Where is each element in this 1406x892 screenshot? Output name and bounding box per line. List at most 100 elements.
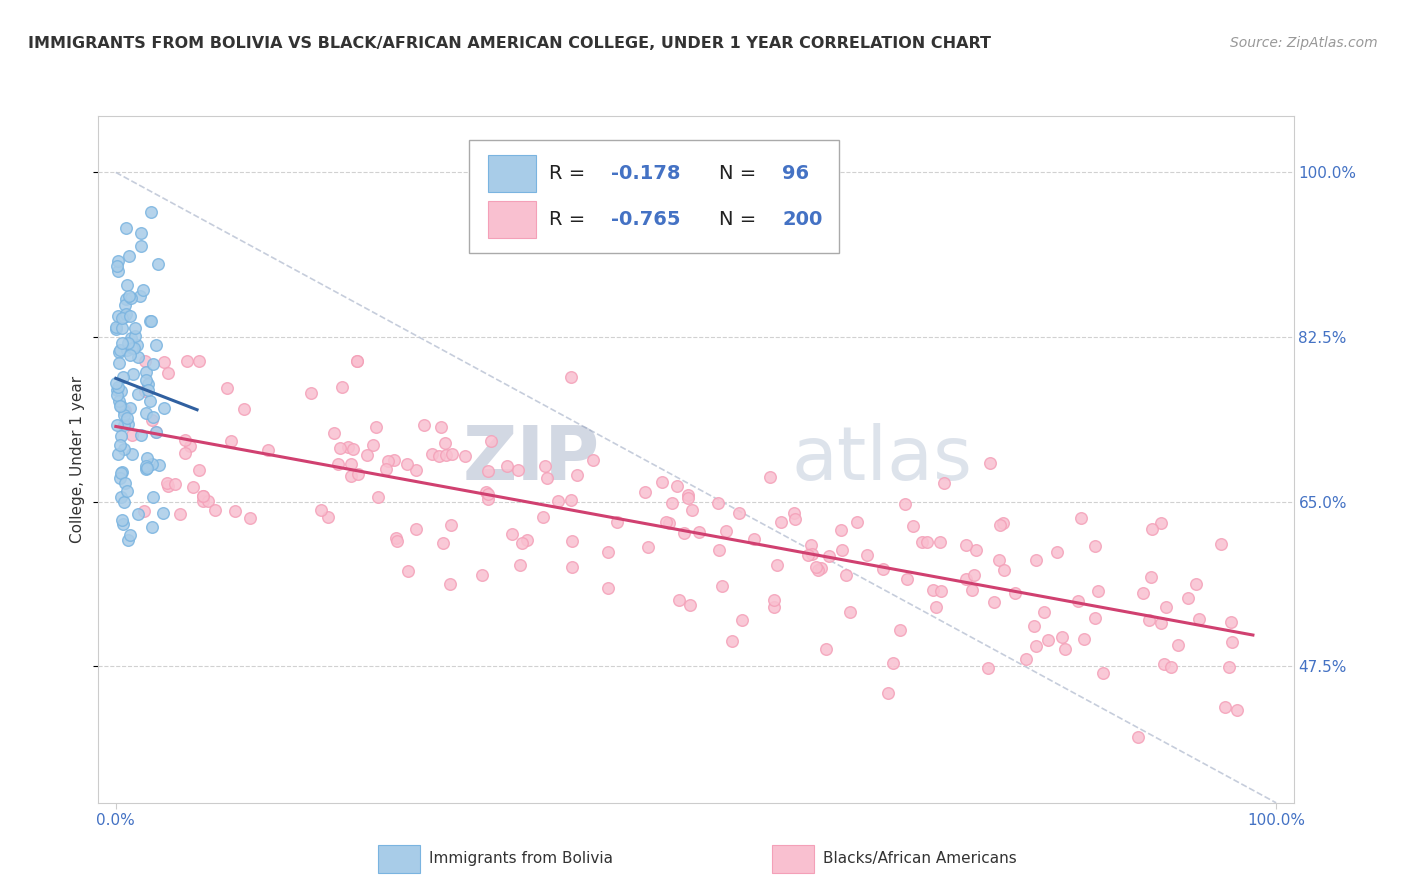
Point	[783, 512, 806, 526]
Point	[536, 470, 558, 484]
Point	[112, 409, 135, 423]
Point	[762, 599, 785, 614]
Text: atlas: atlas	[792, 423, 973, 496]
Point	[142, 357, 165, 371]
Point	[783, 506, 806, 520]
Point	[934, 475, 956, 490]
Point	[169, 508, 191, 522]
Point	[139, 393, 162, 408]
Point	[1091, 665, 1114, 680]
Point	[979, 456, 1001, 470]
Point	[176, 353, 198, 368]
Point	[115, 343, 138, 358]
Point	[152, 401, 174, 415]
Point	[127, 507, 149, 521]
Point	[157, 479, 180, 493]
Point	[960, 583, 983, 598]
Point	[117, 533, 139, 548]
Point	[323, 425, 346, 440]
Point	[107, 254, 129, 268]
Point	[1084, 539, 1107, 553]
Point	[1022, 619, 1045, 633]
Point	[531, 510, 554, 524]
Point	[1066, 593, 1088, 607]
Point	[963, 568, 986, 582]
Point	[129, 289, 152, 303]
Point	[329, 441, 352, 455]
Point	[765, 558, 787, 572]
Point	[762, 592, 785, 607]
Point	[152, 355, 174, 369]
Point	[367, 490, 389, 504]
Point	[965, 542, 987, 557]
Point	[990, 518, 1012, 533]
Point	[309, 503, 332, 517]
Point	[1025, 639, 1047, 653]
Point	[1185, 577, 1208, 591]
Point	[239, 511, 262, 525]
Point	[107, 447, 129, 461]
Point	[896, 572, 918, 586]
Point	[114, 292, 136, 306]
Point	[111, 369, 134, 384]
Point	[142, 490, 165, 504]
Point	[330, 380, 353, 394]
Point	[797, 549, 820, 563]
Point	[108, 471, 131, 485]
Point	[872, 562, 894, 576]
Point	[127, 386, 149, 401]
Point	[396, 564, 419, 578]
Y-axis label: College, Under 1 year: College, Under 1 year	[70, 376, 86, 543]
Point	[1160, 660, 1182, 674]
Point	[481, 434, 503, 448]
Point	[105, 376, 128, 390]
Point	[681, 502, 703, 516]
Text: N =: N =	[718, 164, 762, 183]
Point	[134, 384, 156, 398]
Point	[121, 428, 143, 442]
Point	[134, 353, 156, 368]
Point	[814, 642, 837, 657]
Point	[179, 440, 201, 454]
Point	[191, 489, 214, 503]
Point	[856, 548, 879, 562]
Point	[118, 401, 141, 415]
Point	[148, 257, 170, 271]
Point	[132, 283, 155, 297]
Point	[132, 503, 155, 517]
Point	[110, 465, 132, 479]
Point	[110, 466, 132, 480]
Point	[111, 513, 134, 527]
Point	[1150, 615, 1173, 630]
Point	[1150, 516, 1173, 530]
Point	[440, 518, 463, 533]
Point	[976, 661, 998, 675]
Point	[219, 434, 242, 449]
Point	[1156, 600, 1178, 615]
Point	[1132, 585, 1154, 599]
Point	[145, 338, 167, 352]
Point	[800, 547, 823, 561]
Point	[596, 544, 619, 558]
Point	[125, 338, 148, 352]
Point	[405, 521, 427, 535]
Point	[110, 343, 132, 357]
Point	[356, 448, 378, 462]
Point	[135, 462, 157, 476]
Point	[385, 531, 408, 545]
Point	[145, 425, 167, 440]
Point	[111, 321, 134, 335]
Point	[1053, 642, 1076, 657]
Point	[838, 605, 860, 619]
Point	[152, 506, 174, 520]
Point	[129, 238, 152, 252]
Point	[136, 383, 159, 397]
Point	[120, 331, 142, 345]
Point	[135, 407, 157, 421]
Text: R =: R =	[548, 211, 592, 229]
Point	[429, 420, 451, 434]
Point	[115, 221, 138, 235]
Point	[1015, 652, 1038, 666]
Point	[668, 593, 690, 607]
Point	[1050, 630, 1073, 644]
